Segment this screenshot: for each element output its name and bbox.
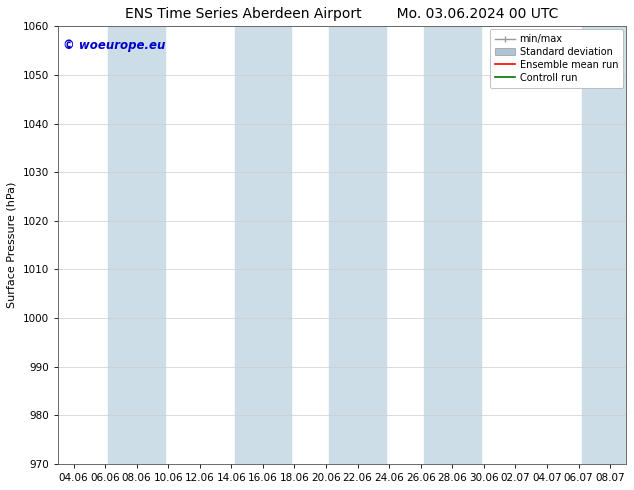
Y-axis label: Surface Pressure (hPa): Surface Pressure (hPa) [7,182,17,308]
Bar [108,26,165,464]
Bar [235,26,292,464]
Legend: min/max, Standard deviation, Ensemble mean run, Controll run: min/max, Standard deviation, Ensemble me… [491,29,623,88]
Text: © woeurope.eu: © woeurope.eu [63,39,166,52]
Bar [424,26,481,464]
Title: ENS Time Series Aberdeen Airport        Mo. 03.06.2024 00 UTC: ENS Time Series Aberdeen Airport Mo. 03.… [125,7,559,21]
Bar [582,26,634,464]
Bar [329,26,386,464]
